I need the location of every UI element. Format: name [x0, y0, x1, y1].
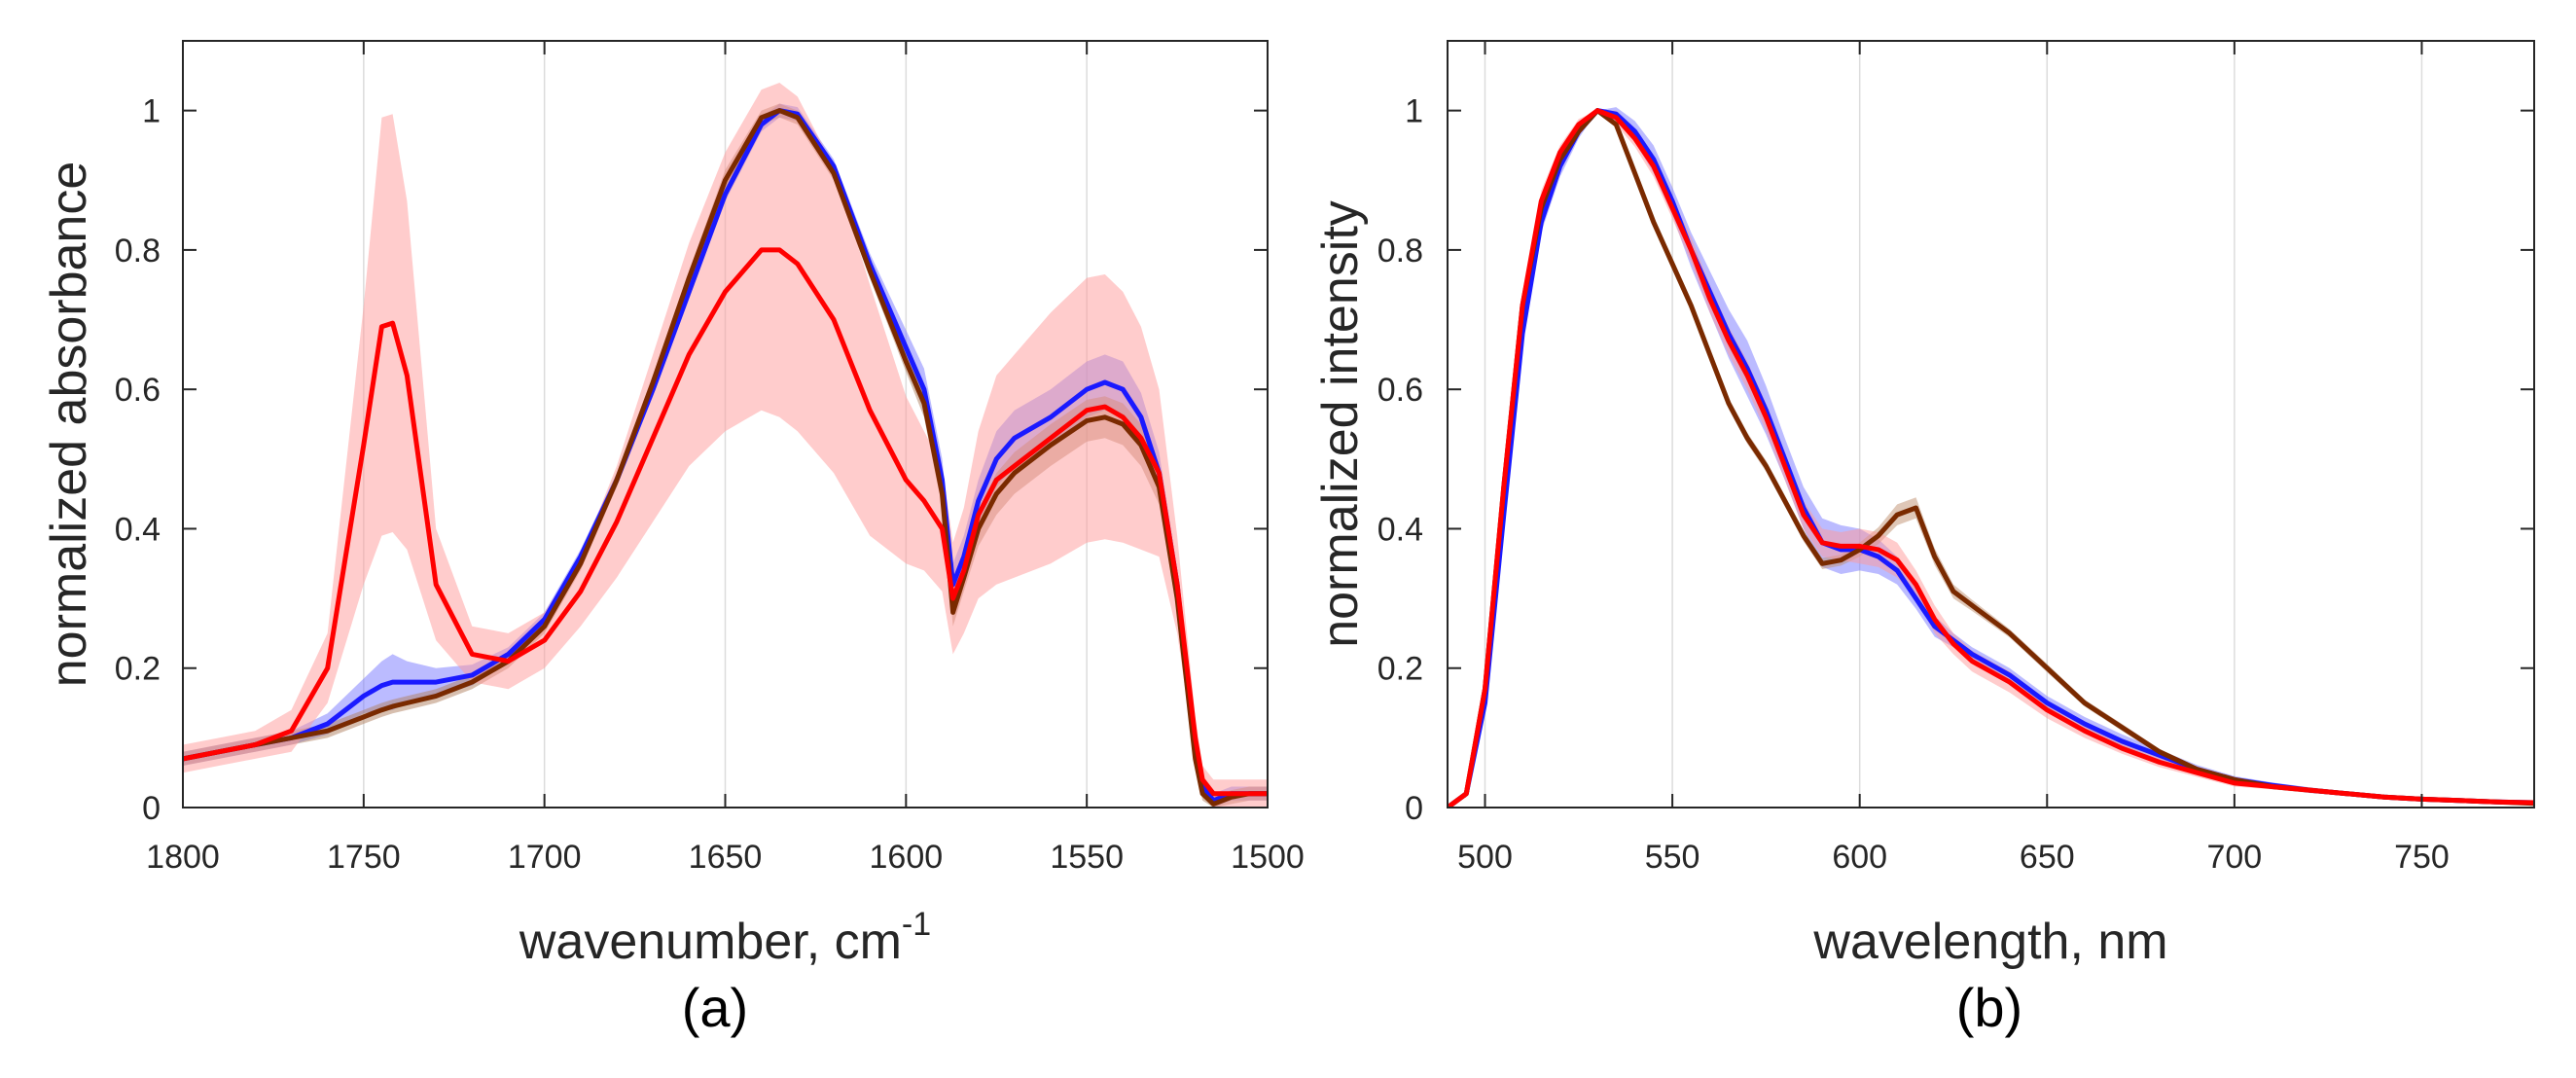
band-red — [183, 83, 1268, 808]
series-line-red — [183, 247, 1268, 797]
series-line-red — [1448, 108, 2534, 808]
chart-panel-b: 500 550 600 650 700 750 0 0.2 0.4 0.6 0.8 1 waveleng… — [1312, 40, 2535, 1038]
series-line-brown — [1448, 108, 2534, 808]
band-red — [1448, 110, 2534, 808]
chart-panel-a: 1800 1750 1700 1650 1600 1550 1500 0 0.2 0.4 0.6 0.… — [41, 40, 1305, 1038]
panel-label: (a) — [682, 977, 748, 1038]
plot-area — [183, 83, 1268, 808]
y-axis-label: normalized intensity — [1312, 200, 1369, 648]
x-tick-label: 1700 — [508, 839, 582, 876]
x-tick-label: 1750 — [327, 839, 401, 876]
x-axis-label: wavenumber, cm-1 — [519, 906, 931, 970]
band-blue — [1448, 107, 2534, 808]
x-tick-label: 1800 — [146, 839, 220, 876]
x-tick-label: 550 — [1645, 839, 1700, 876]
y-axis-label: normalized absorbance — [41, 162, 97, 688]
plot-area — [1448, 107, 2534, 808]
axes-box — [1447, 40, 2535, 808]
y-tick-label: 0.2 — [1377, 651, 1423, 688]
y-tick-label: 0 — [1405, 790, 1423, 827]
y-tick-label: 0.8 — [1377, 233, 1423, 270]
x-axis-label: wavelength, nm — [1812, 914, 2167, 970]
y-tick-label: 0.6 — [115, 372, 161, 409]
y-tick-label: 0.8 — [115, 233, 161, 270]
x-tick-label: 700 — [2206, 839, 2262, 876]
y-tick-label: 1 — [142, 93, 161, 130]
x-tick-label: 750 — [2394, 839, 2450, 876]
y-tick-label: 0.4 — [115, 511, 161, 548]
series-line-blue — [1448, 108, 2534, 808]
y-tick-label: 0.2 — [115, 651, 161, 688]
x-tick-label: 500 — [1457, 839, 1513, 876]
x-tick-label: 1550 — [1050, 839, 1124, 876]
y-tick-label: 0.4 — [1377, 511, 1423, 548]
x-tick-label: 1650 — [689, 839, 763, 876]
y-tick-label: 0 — [142, 790, 161, 827]
y-tick-label: 1 — [1405, 93, 1423, 130]
band-brown — [1448, 110, 2534, 808]
series-line-brown — [183, 108, 1268, 807]
x-tick-label: 1600 — [870, 839, 944, 876]
y-tick-label: 0.6 — [1377, 372, 1423, 409]
panel-label: (b) — [1956, 977, 2022, 1038]
x-tick-label: 1500 — [1231, 839, 1305, 876]
x-tick-label: 650 — [2020, 839, 2075, 876]
x-tick-label: 600 — [1832, 839, 1887, 876]
